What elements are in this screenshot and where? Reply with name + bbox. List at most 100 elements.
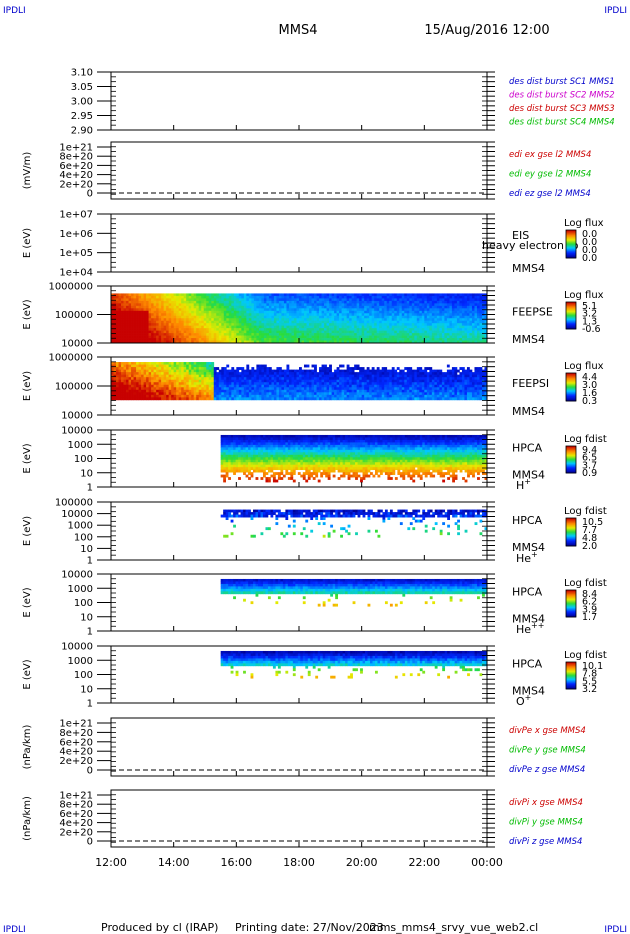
spectrogram-cell [128, 372, 132, 375]
spectrogram-cell [399, 315, 403, 319]
spectrogram-cell [271, 330, 275, 334]
spectrogram-cell [236, 303, 240, 307]
spectrogram-cell [376, 377, 380, 381]
spectrogram-cell [251, 300, 255, 304]
spectrogram-cell [321, 338, 325, 341]
spectrogram-cell [346, 300, 350, 304]
spectrogram-cell [356, 335, 360, 339]
spectrogram-cell [278, 335, 282, 339]
spectrogram-cell [228, 340, 232, 344]
spectrogram-cell [198, 310, 202, 314]
spectrogram-cell [329, 310, 332, 314]
colorbar-segment [566, 241, 576, 243]
spectrogram-cell [381, 340, 385, 344]
spectrogram-cell [193, 364, 197, 368]
spectrogram-cell [409, 315, 413, 319]
spectrogram-cell [263, 323, 267, 326]
spectrogram-cell [406, 384, 410, 388]
spectrogram-cell [183, 372, 187, 375]
spectrogram-cell [299, 318, 302, 322]
spectrogram-cell [409, 298, 413, 302]
spectrogram-cell [471, 313, 475, 317]
spectrogram-cell [421, 333, 425, 336]
y-tick-label: 1000000 [48, 353, 93, 364]
y-tick-label: 3.05 [71, 82, 93, 93]
spectrogram-cell [283, 308, 287, 312]
spectrogram-cell [161, 310, 164, 314]
spectrogram-cell [476, 295, 480, 299]
spectrogram-cell [439, 310, 443, 314]
spectrogram-cell [231, 328, 235, 331]
spectrogram-cell [288, 340, 292, 344]
colorbar-segment [566, 319, 576, 321]
spectrogram-cell [414, 338, 418, 341]
spectrogram-cell [216, 330, 220, 334]
spectrogram-cell [436, 338, 440, 341]
spectrogram-cell [329, 318, 332, 322]
spectrogram-cell [163, 364, 167, 368]
spectrogram-cell [238, 308, 242, 312]
spectrogram-cell [193, 333, 197, 336]
spectrogram-cell [406, 330, 410, 334]
spectrogram-cell [439, 333, 443, 336]
spectrogram-cell [479, 313, 483, 317]
spectrogram-cell [399, 308, 403, 312]
spectrogram-cell [133, 325, 137, 329]
spectrogram-cell [193, 379, 197, 383]
spectrogram-cell [481, 338, 485, 341]
spectrogram-cell [226, 330, 230, 334]
spectrogram-cell [426, 333, 430, 336]
spectrogram-cell [198, 313, 202, 317]
spectrogram-cell [356, 330, 360, 334]
spectrogram-cell [339, 295, 342, 299]
spectrogram-cell [299, 330, 302, 334]
spectrogram-cell [401, 372, 405, 375]
spectrogram-cell [156, 389, 159, 393]
spectrogram-cell [346, 313, 350, 317]
spectrogram-cell [283, 394, 287, 398]
spectrogram-cell [113, 392, 117, 396]
spectrogram-cell [196, 389, 200, 393]
spectrogram-cell [286, 384, 290, 388]
spectrogram-cell [369, 328, 373, 331]
spectrogram-cell [369, 392, 373, 396]
spectrogram-cell [121, 293, 124, 297]
spectrogram-cell [283, 315, 287, 319]
spectrogram-cell [424, 325, 428, 329]
spectrogram-cell [351, 305, 355, 309]
spectrogram-cell [396, 320, 400, 324]
spectrogram-cell [248, 333, 252, 336]
spectrogram-cell [281, 323, 285, 326]
spectrogram-cell [278, 367, 282, 370]
spectrogram-cell [304, 333, 307, 336]
spectrogram-cell [156, 305, 159, 309]
spectrogram-cell [163, 379, 167, 383]
spectrogram-cell [349, 320, 352, 324]
spectrogram-cell [211, 362, 215, 365]
spectrogram-cell [268, 308, 272, 312]
spectrogram-cell [286, 295, 290, 299]
spectrogram-cell [309, 384, 312, 388]
spectrogram-cell [346, 318, 350, 322]
spectrogram-cell [268, 372, 272, 375]
spectrogram-cell [339, 323, 342, 326]
spectrogram-cell [296, 313, 300, 317]
spectrogram-cell [351, 367, 355, 370]
spectrogram-cell [341, 318, 345, 322]
spectrogram-cell [223, 320, 227, 324]
spectrogram-cell [281, 318, 285, 322]
spectrogram-cell [156, 325, 159, 329]
spectrogram-cell [248, 340, 252, 344]
spectrogram-cell [436, 293, 440, 297]
spectrogram-cell [183, 298, 187, 302]
spectrogram-cell [389, 340, 393, 344]
spectrogram-cell [128, 298, 132, 302]
spectrogram-cell [449, 300, 453, 304]
spectrogram-cell [411, 295, 415, 299]
spectrogram-cell [454, 318, 458, 322]
spectrogram-cell [193, 305, 197, 309]
spectrogram-cell [158, 379, 162, 383]
spectrogram-cell [163, 335, 167, 339]
spectrogram-cell [381, 315, 385, 319]
